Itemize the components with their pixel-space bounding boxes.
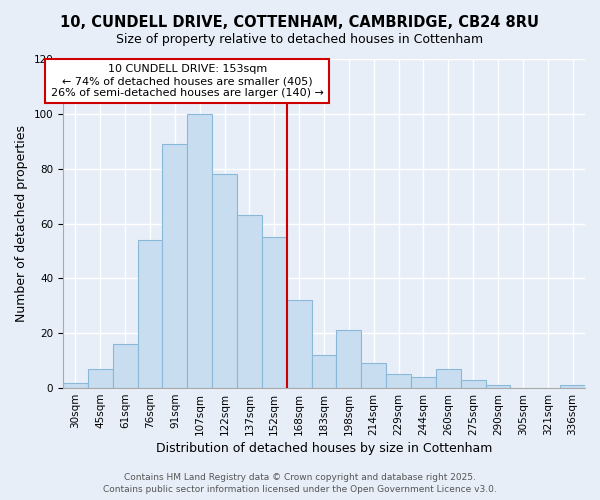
Bar (461, 380, 485, 388)
Bar (311, 355, 337, 388)
Bar (113, 344, 137, 388)
Bar (237, 216, 262, 388)
Y-axis label: Number of detached properties: Number of detached properties (15, 125, 28, 322)
Bar (212, 174, 237, 388)
Bar (436, 369, 461, 388)
Bar (361, 364, 386, 388)
Bar (262, 237, 287, 388)
Bar (187, 114, 212, 388)
Text: 10 CUNDELL DRIVE: 153sqm
← 74% of detached houses are smaller (405)
26% of semi-: 10 CUNDELL DRIVE: 153sqm ← 74% of detach… (51, 64, 324, 98)
Bar (411, 377, 436, 388)
Bar (63, 382, 88, 388)
Bar (88, 369, 113, 388)
Bar (337, 330, 361, 388)
X-axis label: Distribution of detached houses by size in Cottenham: Distribution of detached houses by size … (156, 442, 492, 455)
Bar (163, 144, 187, 388)
Text: Size of property relative to detached houses in Cottenham: Size of property relative to detached ho… (116, 32, 484, 46)
Bar (386, 374, 411, 388)
Bar (485, 386, 511, 388)
Bar (560, 386, 585, 388)
Bar (287, 300, 311, 388)
Text: 10, CUNDELL DRIVE, COTTENHAM, CAMBRIDGE, CB24 8RU: 10, CUNDELL DRIVE, COTTENHAM, CAMBRIDGE,… (61, 15, 539, 30)
Bar (137, 240, 163, 388)
Text: Contains HM Land Registry data © Crown copyright and database right 2025.
Contai: Contains HM Land Registry data © Crown c… (103, 473, 497, 494)
